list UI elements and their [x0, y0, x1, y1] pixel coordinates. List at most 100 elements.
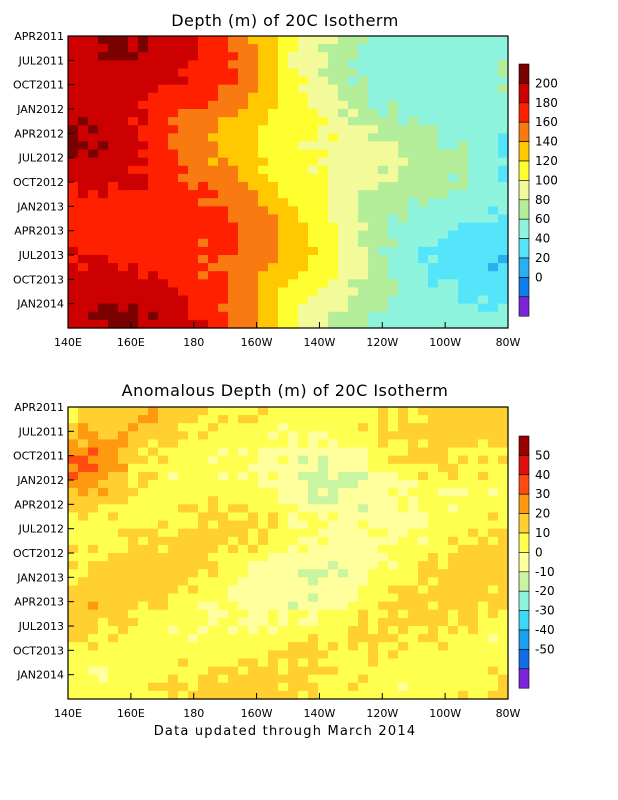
field-cell [318, 319, 329, 329]
field-cell [398, 109, 409, 118]
field-cell [348, 271, 359, 280]
field-cell [148, 133, 159, 143]
field-cell [188, 544, 199, 554]
field-cell [238, 311, 249, 321]
field-cell [128, 471, 139, 481]
field-cell [338, 100, 349, 110]
field-cell [298, 488, 309, 497]
field-cell [158, 52, 169, 61]
field-cell [458, 626, 469, 635]
field-cell [108, 455, 119, 465]
field-cell [208, 626, 219, 635]
field-cell [218, 165, 229, 175]
field-cell [118, 230, 129, 240]
field-cell [448, 488, 459, 497]
field-cell [308, 44, 319, 53]
field-cell [428, 173, 439, 183]
field-cell [238, 666, 249, 676]
field-cell [418, 577, 429, 587]
field-cell [98, 206, 109, 216]
field-cell [418, 666, 429, 676]
field-cell [458, 198, 469, 207]
field-cell [418, 100, 429, 110]
field-cell [478, 577, 489, 587]
field-cell [398, 650, 409, 660]
field-cell [278, 84, 289, 94]
field-cell [358, 536, 369, 546]
field-cell [328, 512, 339, 522]
field-cell [238, 480, 249, 489]
field-cell [98, 455, 109, 465]
field-cell [308, 295, 319, 305]
field-cell [228, 536, 239, 546]
field-cell [318, 238, 329, 248]
field-cell [228, 60, 239, 70]
field-cell [288, 520, 299, 530]
field-cell [368, 520, 379, 530]
field-cell [68, 634, 79, 643]
field-cell [318, 682, 329, 692]
field-cell [68, 471, 79, 481]
field-cell [458, 295, 469, 305]
field-cell [298, 173, 309, 183]
field-cell [118, 109, 129, 118]
field-cell [78, 471, 89, 481]
field-cell [378, 133, 389, 143]
field-cell [388, 488, 399, 497]
field-cell [258, 206, 269, 216]
field-cell [278, 222, 289, 232]
field-cell [78, 455, 89, 465]
field-cell [438, 666, 449, 676]
field-cell [88, 690, 99, 700]
colorbar-swatch [518, 180, 530, 201]
field-cell [218, 182, 229, 191]
field-cell [488, 198, 499, 207]
field-cell [238, 182, 249, 191]
field-cell [218, 271, 229, 280]
field-cell [188, 279, 199, 289]
field-cell [488, 117, 499, 126]
field-cell [268, 609, 279, 619]
field-cell [78, 255, 89, 264]
field-cell [268, 141, 279, 151]
field-cell [448, 609, 459, 619]
field-cell [178, 287, 189, 297]
field-cell [118, 133, 129, 143]
field-cell [358, 109, 369, 118]
field-cell [208, 311, 219, 321]
field-cell [398, 674, 409, 684]
field-cell [368, 295, 379, 305]
field-cell [218, 634, 229, 643]
field-cell [498, 117, 509, 126]
field-cell [308, 125, 319, 134]
field-cell [88, 206, 99, 216]
field-cell [228, 666, 239, 676]
field-cell [338, 520, 349, 530]
field-cell [328, 577, 339, 587]
field-cell [498, 455, 509, 465]
field-cell [208, 407, 219, 416]
field-cell [178, 415, 189, 424]
field-cell [128, 165, 139, 175]
field-cell [298, 520, 309, 530]
field-cell [228, 496, 239, 505]
field-cell [308, 84, 319, 94]
field-cell [258, 407, 269, 416]
field-cell [168, 544, 179, 554]
field-cell [438, 609, 449, 619]
field-cell [88, 230, 99, 240]
field-cell [268, 488, 279, 497]
field-cell [178, 125, 189, 134]
field-cell [198, 100, 209, 110]
field-cell [368, 496, 379, 505]
field-cell [118, 561, 129, 570]
field-cell [178, 447, 189, 457]
field-cell [208, 609, 219, 619]
field-cell [438, 577, 449, 587]
field-cell [188, 165, 199, 175]
field-cell [458, 666, 469, 676]
y-tick-label: JUL2013 [18, 249, 64, 262]
field-cell [408, 447, 419, 457]
field-cell [138, 149, 149, 159]
field-cell [228, 92, 239, 102]
